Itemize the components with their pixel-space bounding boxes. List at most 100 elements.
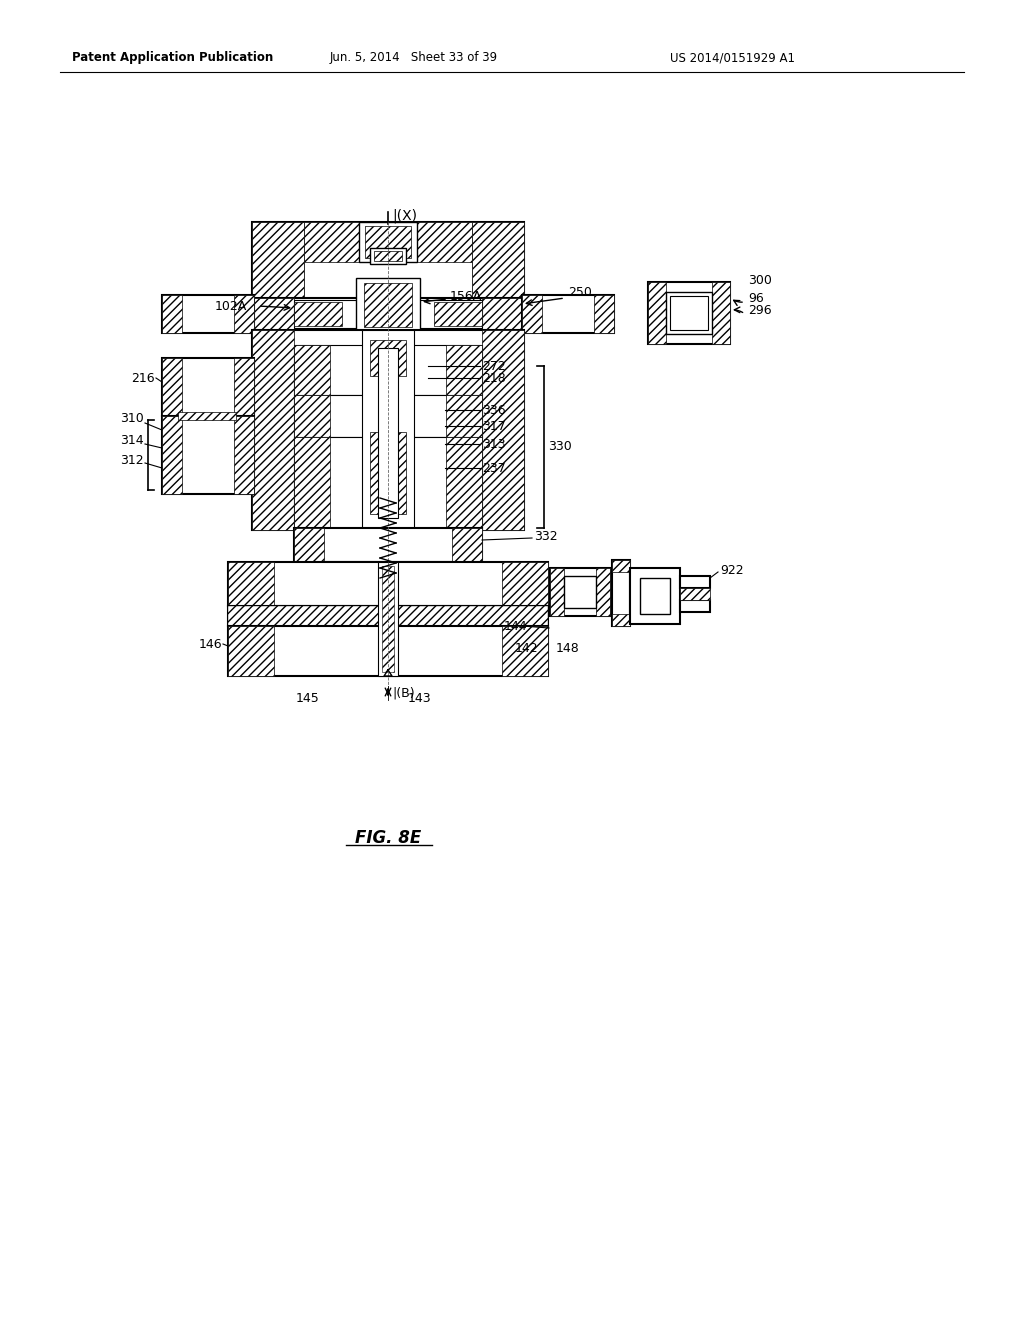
Bar: [178, 412, 236, 420]
Bar: [648, 282, 730, 345]
Text: 144: 144: [504, 619, 527, 632]
Bar: [228, 626, 274, 676]
Bar: [382, 566, 394, 672]
Bar: [374, 251, 402, 261]
Bar: [294, 528, 324, 562]
Text: 156A: 156A: [450, 289, 482, 302]
Text: |(X): |(X): [392, 209, 417, 223]
Bar: [640, 578, 670, 614]
Bar: [522, 294, 614, 333]
Bar: [162, 294, 182, 333]
Text: 330: 330: [548, 441, 571, 454]
Text: Patent Application Publication: Patent Application Publication: [72, 51, 273, 65]
Bar: [482, 298, 524, 330]
Bar: [252, 330, 294, 531]
Bar: [294, 300, 482, 327]
Bar: [356, 279, 420, 333]
Bar: [680, 601, 710, 612]
Text: 296: 296: [748, 305, 772, 318]
Text: US 2014/0151929 A1: US 2014/0151929 A1: [670, 51, 795, 65]
Bar: [594, 294, 614, 333]
Bar: [378, 348, 398, 517]
Text: 272: 272: [482, 359, 506, 372]
Bar: [294, 302, 342, 326]
Bar: [612, 614, 630, 626]
Bar: [234, 416, 254, 494]
Bar: [370, 248, 406, 264]
Text: 317: 317: [482, 420, 506, 433]
Bar: [228, 626, 548, 676]
Bar: [550, 568, 564, 616]
Text: 148: 148: [556, 642, 580, 655]
Bar: [712, 282, 730, 345]
Text: Jun. 5, 2014   Sheet 33 of 39: Jun. 5, 2014 Sheet 33 of 39: [330, 51, 498, 65]
Text: 313: 313: [482, 437, 506, 450]
Bar: [252, 298, 524, 330]
Text: 102A: 102A: [215, 300, 247, 313]
Bar: [612, 560, 630, 572]
Bar: [162, 358, 182, 416]
Bar: [666, 292, 712, 334]
Text: 312: 312: [121, 454, 144, 466]
Text: 250: 250: [568, 285, 592, 298]
Text: 237: 237: [482, 462, 506, 474]
Text: 310: 310: [120, 412, 144, 425]
Text: 300: 300: [748, 273, 772, 286]
Bar: [502, 562, 548, 606]
Bar: [612, 560, 630, 626]
Bar: [304, 222, 359, 261]
Bar: [446, 395, 482, 437]
Bar: [362, 330, 414, 531]
Bar: [564, 576, 596, 609]
Text: 314: 314: [121, 433, 144, 446]
Bar: [294, 437, 330, 531]
Text: FIG. 8E: FIG. 8E: [355, 829, 421, 847]
Bar: [252, 222, 304, 300]
Bar: [364, 282, 412, 327]
Bar: [446, 437, 482, 531]
Bar: [162, 416, 182, 494]
Text: 332: 332: [534, 531, 558, 544]
Bar: [252, 222, 524, 300]
Text: 146: 146: [199, 638, 222, 651]
Text: |(B): |(B): [392, 686, 415, 700]
Bar: [446, 345, 482, 395]
Bar: [228, 606, 548, 626]
Text: 216: 216: [131, 371, 155, 384]
Bar: [294, 437, 482, 531]
Bar: [472, 222, 524, 300]
Bar: [670, 296, 708, 330]
Bar: [162, 294, 254, 333]
Bar: [522, 294, 542, 333]
Bar: [294, 345, 482, 395]
Bar: [294, 528, 482, 562]
Bar: [648, 282, 666, 345]
Text: 142: 142: [515, 642, 539, 655]
Text: 143: 143: [408, 692, 432, 705]
Bar: [162, 416, 254, 494]
Bar: [234, 294, 254, 333]
Bar: [370, 432, 406, 513]
Bar: [680, 576, 710, 587]
Bar: [365, 226, 411, 257]
Bar: [370, 341, 406, 376]
Text: 145: 145: [296, 692, 319, 705]
Bar: [228, 562, 548, 606]
Bar: [378, 562, 398, 676]
Bar: [434, 302, 482, 326]
Bar: [680, 587, 710, 601]
Bar: [304, 222, 472, 300]
Bar: [502, 626, 548, 676]
Bar: [228, 606, 548, 626]
Bar: [294, 395, 330, 437]
Bar: [550, 568, 610, 616]
Bar: [252, 298, 294, 330]
Bar: [359, 222, 417, 261]
Bar: [228, 562, 274, 606]
Bar: [294, 395, 482, 437]
Bar: [452, 528, 482, 562]
Text: 218: 218: [482, 371, 506, 384]
Text: 336: 336: [482, 404, 506, 417]
Bar: [596, 568, 610, 616]
Bar: [294, 345, 330, 395]
